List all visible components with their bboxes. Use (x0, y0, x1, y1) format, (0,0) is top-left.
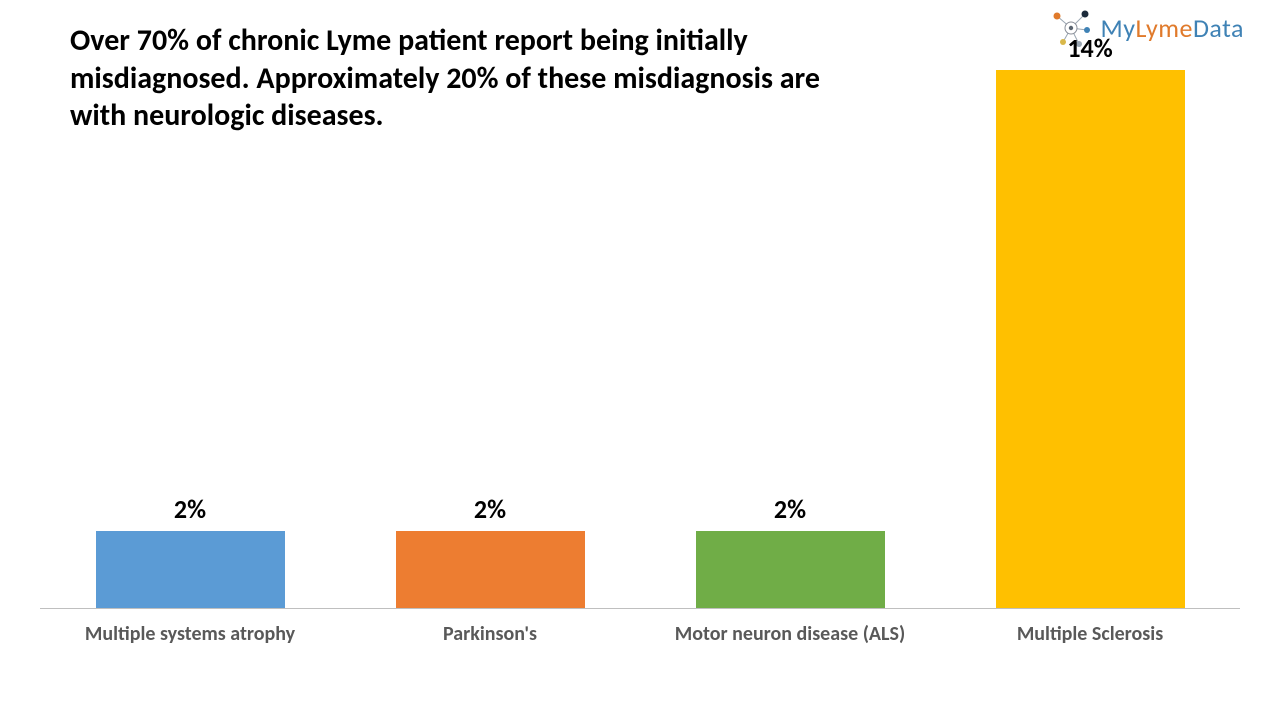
bar-chart: 2%2%2%14% Multiple systems atrophyParkin… (40, 70, 1240, 684)
bar-slot: 2% (340, 70, 640, 608)
x-axis-label: Multiple systems atrophy (40, 614, 340, 684)
x-axis-label: Parkinson's (340, 614, 640, 684)
plot-area: 2%2%2%14% (40, 70, 1240, 609)
bar: 14% (996, 70, 1185, 608)
bar-slot: 2% (40, 70, 340, 608)
bar-slot: 2% (640, 70, 940, 608)
logo-text-suffix: Data (1193, 12, 1244, 44)
bar-value-label: 14% (996, 32, 1185, 70)
x-axis-labels: Multiple systems atrophyParkinson'sMotor… (40, 614, 1240, 684)
bar-value-label: 2% (396, 493, 585, 531)
logo-dot (1081, 11, 1088, 18)
bar-value-label: 2% (696, 493, 885, 531)
logo-dot (1053, 13, 1060, 20)
bar: 2% (696, 531, 885, 608)
bar: 2% (96, 531, 285, 608)
x-axis-label: Multiple Sclerosis (940, 614, 1240, 684)
bar-value-label: 2% (96, 493, 285, 531)
chart-canvas: Over 70% of chronic Lyme patient report … (0, 0, 1280, 720)
bar: 2% (396, 531, 585, 608)
bar-slot: 14% (940, 70, 1240, 608)
x-axis-label: Motor neuron disease (ALS) (640, 614, 940, 684)
